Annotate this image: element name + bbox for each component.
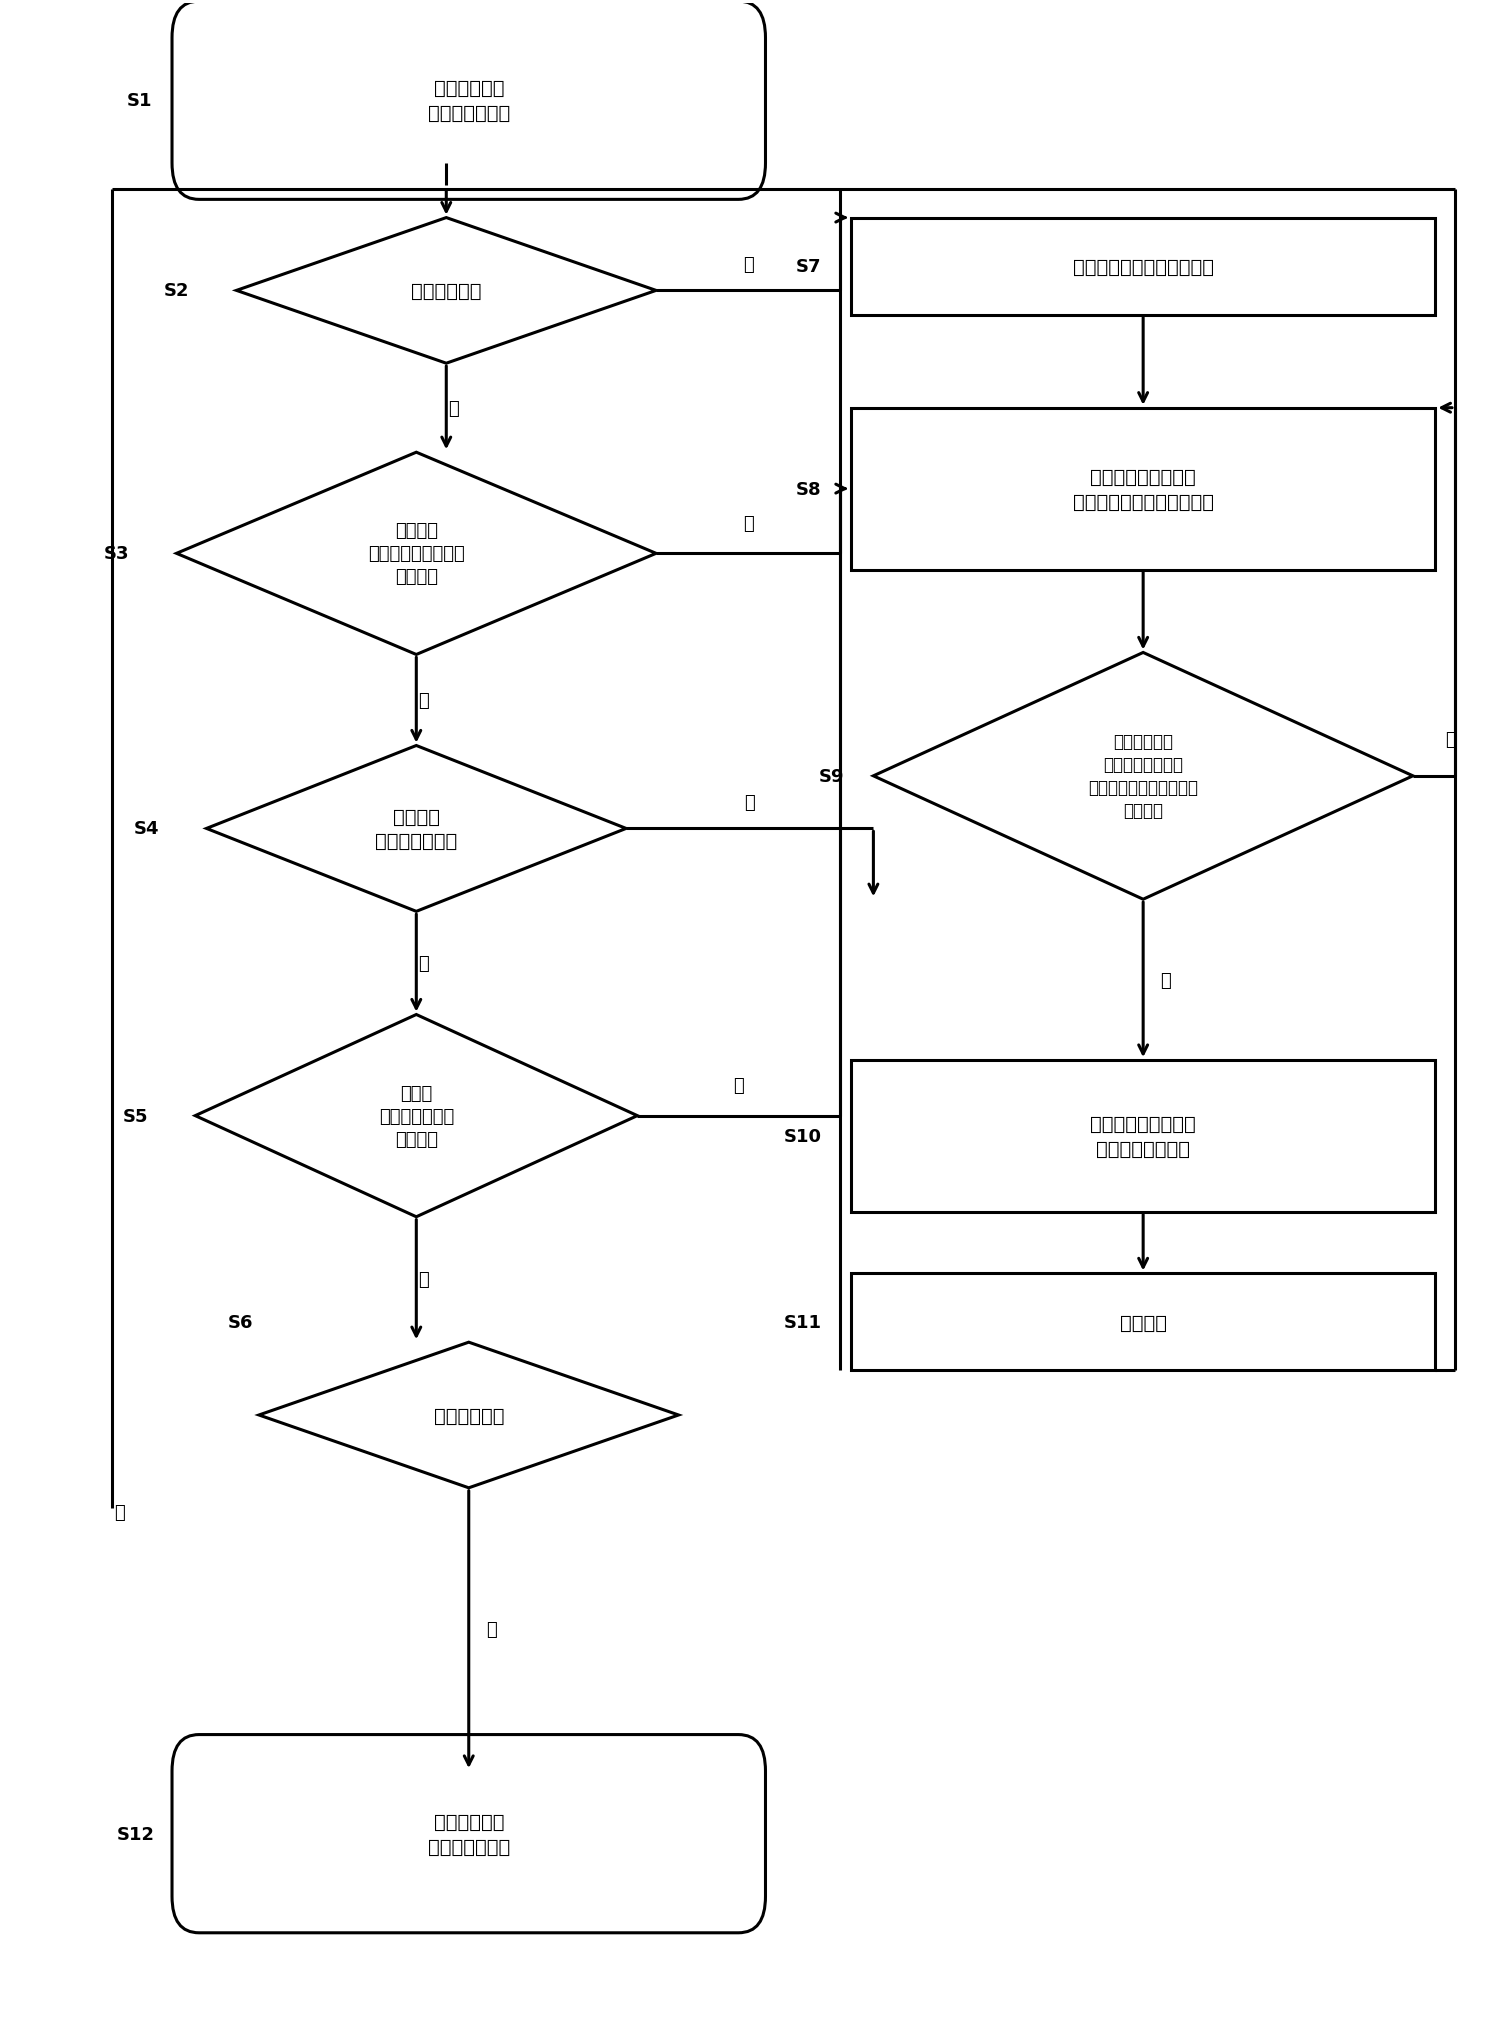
Text: S9: S9 bbox=[818, 767, 844, 786]
Text: 是: 是 bbox=[1160, 970, 1171, 989]
Text: 对处于停止中的驱动
部分输出驱动电源切断指令: 对处于停止中的驱动 部分输出驱动电源切断指令 bbox=[1073, 467, 1213, 512]
Text: 由于部件
缺少而使设备处于停
止中吗？: 由于部件 缺少而使设备处于停 止中吗？ bbox=[368, 522, 464, 587]
Text: 否: 否 bbox=[449, 400, 460, 418]
Bar bbox=[851, 1060, 1435, 1212]
Bar bbox=[851, 408, 1435, 570]
Text: 接通电子部件
安装设备的电源: 接通电子部件 安装设备的电源 bbox=[428, 79, 509, 124]
Text: 继续保持否？: 继续保持否？ bbox=[411, 282, 482, 300]
Bar bbox=[851, 219, 1435, 315]
Polygon shape bbox=[176, 453, 656, 656]
Text: 否: 否 bbox=[419, 954, 429, 972]
Text: 是: 是 bbox=[734, 1076, 744, 1094]
Text: 否: 否 bbox=[419, 1271, 429, 1289]
Text: 对每个驱动部分输出
驱动电源连接指令: 对每个驱动部分输出 驱动电源连接指令 bbox=[1090, 1114, 1197, 1159]
Text: S12: S12 bbox=[118, 1825, 155, 1843]
FancyBboxPatch shape bbox=[172, 2, 766, 201]
Text: S10: S10 bbox=[784, 1127, 821, 1145]
Polygon shape bbox=[874, 654, 1414, 899]
FancyBboxPatch shape bbox=[172, 1736, 766, 1933]
Text: S7: S7 bbox=[796, 258, 821, 276]
Text: 设备等待
供给电路板吗？: 设备等待 供给电路板吗？ bbox=[375, 808, 458, 851]
Text: 是: 是 bbox=[743, 256, 754, 274]
Text: 因错误
而使设备处于停
止中吗？: 因错误 而使设备处于停 止中吗？ bbox=[378, 1084, 454, 1149]
Text: 检查处于停止中的驱动部分: 检查处于停止中的驱动部分 bbox=[1073, 258, 1213, 276]
Text: 是: 是 bbox=[485, 1620, 497, 1638]
Text: 是: 是 bbox=[744, 794, 755, 812]
Polygon shape bbox=[237, 219, 656, 363]
Text: 断开电源吗？: 断开电源吗？ bbox=[434, 1407, 503, 1425]
Text: S11: S11 bbox=[784, 1313, 821, 1332]
Text: S3: S3 bbox=[104, 546, 130, 562]
Polygon shape bbox=[196, 1015, 637, 1218]
Text: S8: S8 bbox=[796, 481, 821, 497]
Polygon shape bbox=[259, 1342, 678, 1488]
Text: 否: 否 bbox=[115, 1504, 125, 1520]
Text: S1: S1 bbox=[127, 91, 152, 110]
Text: 否: 否 bbox=[419, 692, 429, 710]
Text: S5: S5 bbox=[122, 1106, 148, 1125]
Bar bbox=[851, 1273, 1435, 1370]
Text: 否: 否 bbox=[1445, 731, 1456, 749]
Text: 所进行的操作
解除停止状态吗？
或者电路板对传感器提供
检测吗？: 所进行的操作 解除停止状态吗？ 或者电路板对传感器提供 检测吗？ bbox=[1088, 733, 1198, 820]
Text: 断开电子部件
安装设备的电源: 断开电子部件 安装设备的电源 bbox=[428, 1813, 509, 1855]
Text: S6: S6 bbox=[228, 1313, 253, 1332]
Text: S2: S2 bbox=[164, 282, 190, 300]
Text: 是: 是 bbox=[743, 516, 754, 532]
Text: 重新工作: 重新工作 bbox=[1120, 1313, 1166, 1332]
Polygon shape bbox=[206, 747, 625, 911]
Text: S4: S4 bbox=[134, 820, 160, 838]
